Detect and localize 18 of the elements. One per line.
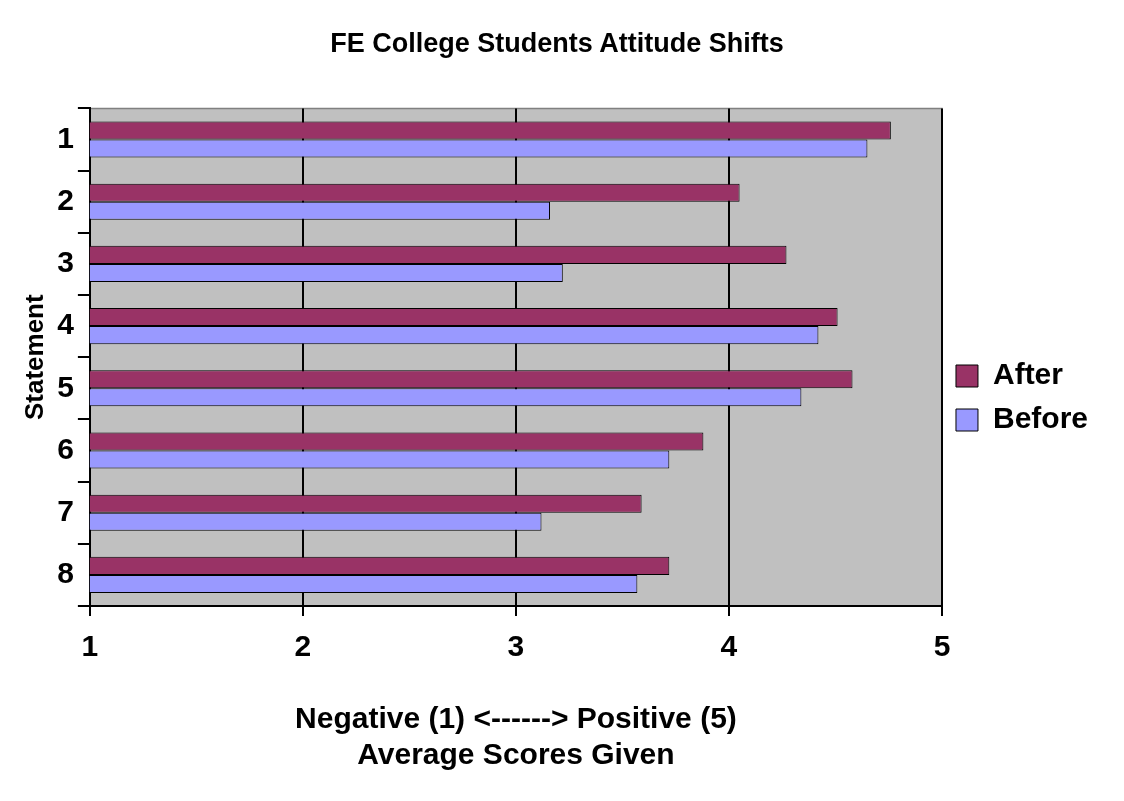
y-tick-label: 3 bbox=[57, 245, 74, 279]
y-tick-label: 1 bbox=[57, 120, 74, 154]
chart-title: FE College Students Attitude Shifts bbox=[330, 27, 784, 58]
x-tick-label: 3 bbox=[507, 629, 525, 663]
x-tick-label: 4 bbox=[720, 629, 738, 663]
y-tick-label: 5 bbox=[57, 369, 74, 403]
x-tick-label: 5 bbox=[933, 629, 951, 663]
y-tick-label: 7 bbox=[57, 493, 74, 527]
legend-label: After bbox=[992, 357, 1064, 391]
x-axis-title: Negative (1) <------> Positive (5) Average Scores Given bbox=[295, 701, 737, 771]
legend-label: Before bbox=[992, 401, 1089, 435]
x-tick-label: 2 bbox=[294, 629, 312, 663]
x-tick-label: 1 bbox=[81, 629, 99, 663]
y-tick-label: 6 bbox=[57, 431, 74, 465]
y-tick-label: 8 bbox=[57, 556, 74, 590]
y-tick-label: 4 bbox=[57, 307, 75, 341]
y-axis-title: Statement bbox=[18, 294, 49, 421]
y-tick-label: 2 bbox=[57, 182, 74, 216]
